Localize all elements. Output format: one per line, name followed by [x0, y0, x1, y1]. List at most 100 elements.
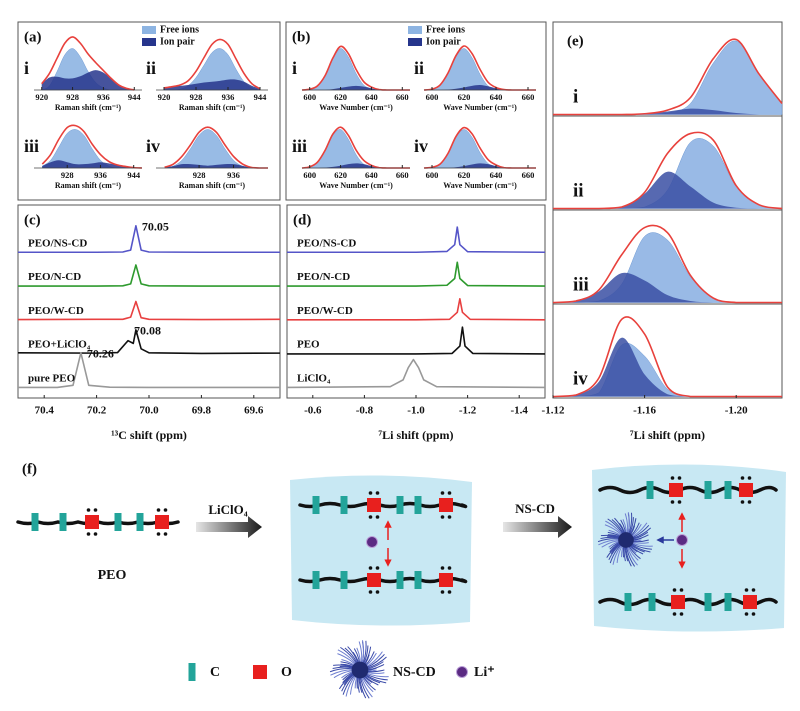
lithium-ion — [676, 534, 688, 546]
x-axis-label: Wave Number (cm⁻¹) — [443, 181, 517, 190]
spectrum-line — [18, 352, 280, 389]
lone-pair-dot — [672, 612, 677, 616]
carbon-unit — [188, 663, 196, 681]
lone-pair-dot — [375, 566, 380, 570]
lone-pair-dot — [740, 500, 745, 504]
lithium-ion — [366, 536, 378, 548]
x-tick-label: -0.8 — [356, 405, 374, 417]
x-tick-label: 928 — [193, 170, 206, 180]
chain-label: PEO — [98, 568, 127, 583]
carbon-unit — [724, 481, 732, 499]
carbon-unit — [396, 571, 404, 589]
x-tick-label: 620 — [458, 92, 471, 102]
legend-swatch — [408, 26, 422, 34]
x-tick-label: 600 — [426, 170, 439, 180]
carbon-unit — [396, 496, 404, 514]
x-tick-label: 944 — [254, 92, 268, 102]
x-tick-label: 920 — [158, 92, 171, 102]
carbon-unit — [724, 593, 732, 611]
subplot-label: iv — [573, 368, 588, 389]
lone-pair-dot — [440, 590, 445, 594]
spectrum-line — [287, 297, 546, 321]
oxygen-unit — [85, 515, 99, 529]
x-tick-label: 936 — [222, 92, 235, 102]
fit-line — [552, 224, 783, 304]
step-label: NS-CD — [515, 501, 555, 516]
free-ions-area — [552, 40, 783, 115]
oxygen-unit — [253, 665, 267, 679]
oxygen-unit — [439, 573, 453, 587]
carbon-unit — [704, 481, 712, 499]
lone-pair-dot — [368, 491, 373, 495]
carbon-unit — [414, 496, 422, 514]
carbon-unit — [31, 513, 39, 531]
ion-pair-area — [302, 85, 410, 90]
x-tick-label: -1.0 — [407, 405, 425, 417]
lone-pair-dot — [368, 590, 373, 594]
step-label: LiClO₄ — [208, 502, 247, 517]
x-tick-label: 600 — [426, 92, 439, 102]
x-tick-label: 920 — [35, 92, 48, 102]
oxygen-unit — [367, 573, 381, 587]
spectrum-line — [18, 264, 280, 287]
x-axis-label: ¹³C shift (ppm) — [111, 428, 187, 442]
lone-pair-dot — [86, 508, 91, 512]
x-axis-label: Wave Number (cm⁻¹) — [319, 103, 393, 112]
legend-swatch — [408, 38, 422, 46]
lone-pair-dot — [672, 588, 677, 592]
carbon-unit — [114, 513, 122, 531]
series-label: PEO/NS-CD — [297, 237, 356, 249]
subplot-label: iv — [146, 136, 160, 156]
lone-pair-dot — [447, 566, 452, 570]
oxygen-unit — [739, 483, 753, 497]
subplot-label: ii — [573, 180, 584, 201]
legend-label: O — [281, 665, 292, 680]
subplot-label: i — [24, 58, 29, 78]
process-arrow — [196, 516, 262, 538]
x-tick-label: 660 — [522, 92, 535, 102]
carbon-unit — [312, 571, 320, 589]
legend-swatch — [142, 26, 156, 34]
x-axis-label: Raman shift (cm⁻¹) — [55, 103, 122, 112]
x-tick-label: 936 — [94, 170, 107, 180]
spectrum-line — [286, 358, 546, 389]
panel-frame — [552, 303, 783, 399]
process-arrow — [503, 516, 572, 538]
ion-pair-area — [424, 163, 536, 168]
fit-line — [163, 38, 261, 90]
spectrum-line — [17, 329, 281, 355]
lone-pair-dot — [447, 590, 452, 594]
series-label: PEO/N-CD — [28, 271, 81, 283]
oxygen-unit — [671, 595, 685, 609]
lone-pair-dot — [368, 515, 373, 519]
carbon-unit — [312, 496, 320, 514]
nscd-core — [618, 532, 634, 548]
spectrum-line — [287, 261, 546, 287]
lithium-ion — [456, 666, 468, 678]
x-tick-label: -1.4 — [510, 405, 528, 417]
oxygen-unit — [155, 515, 169, 529]
subplot-label: iv — [414, 136, 428, 156]
x-tick-label: 620 — [458, 170, 471, 180]
x-axis-label: ⁷Li shift (ppm) — [630, 428, 705, 442]
x-tick-label: 928 — [61, 170, 74, 180]
x-tick-label: -1.2 — [459, 405, 477, 417]
lone-pair-dot — [163, 532, 168, 536]
lone-pair-dot — [744, 588, 749, 592]
oxygen-unit — [367, 498, 381, 512]
lone-pair-dot — [679, 612, 684, 616]
spectrum-line — [287, 326, 546, 355]
subplot-label: iii — [292, 136, 307, 156]
panel-label: (f) — [22, 461, 37, 477]
lone-pair-dot — [740, 476, 745, 480]
x-tick-label: 660 — [396, 92, 409, 102]
x-tick-label: -0.6 — [304, 405, 322, 417]
lone-pair-dot — [93, 508, 98, 512]
x-tick-label: 944 — [128, 92, 142, 102]
lone-pair-dot — [747, 476, 752, 480]
peak-label: 70.26 — [87, 347, 114, 361]
electrolyte-region — [290, 475, 472, 626]
series-label: PEO/W-CD — [28, 305, 84, 317]
x-tick-label: 600 — [303, 92, 316, 102]
ion-pair-area — [424, 85, 536, 90]
